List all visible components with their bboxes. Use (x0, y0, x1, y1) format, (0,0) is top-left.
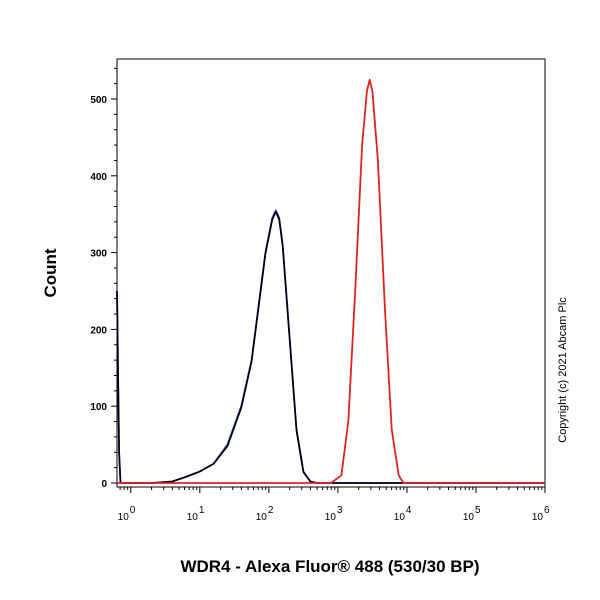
x-tick-label-exponent: 5 (475, 505, 481, 516)
x-tick-label-exponent: 3 (337, 505, 343, 516)
x-tick-label-base: 10 (463, 512, 475, 523)
y-axis: 0 100 200 300 400 500 (90, 67, 117, 490)
series-line (116, 211, 545, 484)
y-tick-label: 400 (90, 172, 107, 183)
x-tick-label-base: 10 (118, 512, 130, 523)
y-tick-label: 200 (90, 325, 107, 336)
y-tick-label: 500 (90, 95, 107, 106)
x-tick-label-base: 10 (256, 512, 268, 523)
x-tick-label-base: 10 (325, 512, 337, 523)
plot-area (116, 58, 546, 488)
x-tick-label-base: 10 (394, 512, 406, 523)
x-tick-label-base: 10 (532, 512, 544, 523)
x-tick-label-exponent: 2 (268, 505, 274, 516)
y-tick-label: 100 (90, 402, 107, 413)
series-layer (116, 78, 545, 484)
copyright-text: Copyright (c) 2021 Abcam Plc (557, 297, 569, 443)
y-tick-label: 300 (90, 249, 107, 260)
series-line (117, 78, 545, 484)
y-tick-label: 0 (101, 479, 107, 490)
x-axis-title: WDR4 - Alexa Fluor® 488 (530/30 BP) (180, 557, 479, 576)
y-axis-title: Count (41, 248, 60, 297)
x-tick-label-exponent: 4 (406, 505, 412, 516)
x-tick-label-base: 10 (187, 512, 199, 523)
x-tick-label-exponent: 6 (544, 505, 550, 516)
x-tick-label-exponent: 1 (199, 505, 205, 516)
x-tick-label-exponent: 0 (130, 505, 136, 516)
